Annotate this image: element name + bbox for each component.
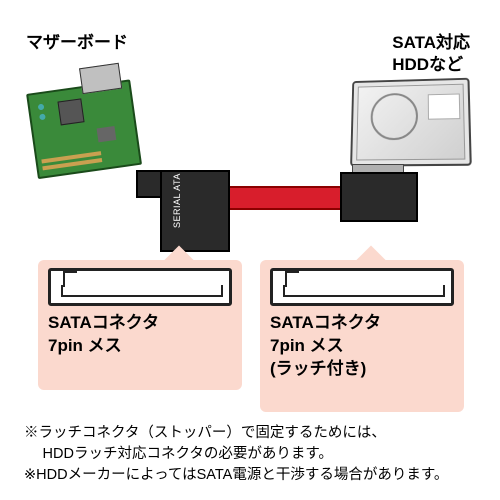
left-connector-angle-tab [136, 170, 162, 198]
left-connector-marking: SERIAL ATA [172, 173, 182, 228]
cpu-socket [57, 98, 84, 125]
note-line: HDDラッチ対応コネクタの必要があります。 [24, 444, 480, 465]
callout-right: SATAコネクタ 7pin メス (ラッチ付き) [260, 260, 464, 412]
chipset [97, 126, 117, 142]
hdd-illustration [350, 78, 472, 167]
hdd-label-line1: SATA対応HDDなど [392, 33, 470, 74]
hdd-label: SATA対応HDDなど [392, 32, 470, 76]
right-connector-body [340, 172, 418, 222]
callout-left-caption: SATAコネクタ 7pin メス [48, 312, 232, 358]
caption-line: 7pin メス [270, 335, 454, 358]
caption-line: SATAコネクタ [270, 312, 454, 335]
connector-key-shape [283, 285, 445, 297]
callout-left: SATAコネクタ 7pin メス [38, 260, 242, 390]
caption-line: SATAコネクタ [48, 312, 232, 335]
motherboard-label: マザーボード [26, 32, 128, 54]
sata-7pin-female-latch-diagram [270, 268, 454, 306]
connector-key-shape [61, 285, 223, 297]
footnotes: ※ラッチコネクタ（ストッパー）で固定するためには、 HDDラッチ対応コネクタの必… [24, 423, 480, 486]
left-connector-body [160, 170, 230, 252]
io-panel [79, 63, 122, 94]
sata-cable [225, 186, 343, 210]
caption-line: 7pin メス [48, 335, 232, 358]
note-line: ※ラッチコネクタ（ストッパー）で固定するためには、 [24, 423, 480, 444]
sata-7pin-female-diagram [48, 268, 232, 306]
hdd-label-sticker [428, 93, 461, 119]
caption-line: (ラッチ付き) [270, 358, 454, 381]
note-line: ※HDDメーカーによってはSATA電源と干渉する場合があります。 [24, 465, 480, 486]
callout-right-caption: SATAコネクタ 7pin メス (ラッチ付き) [270, 312, 454, 381]
motherboard-illustration [22, 51, 148, 185]
